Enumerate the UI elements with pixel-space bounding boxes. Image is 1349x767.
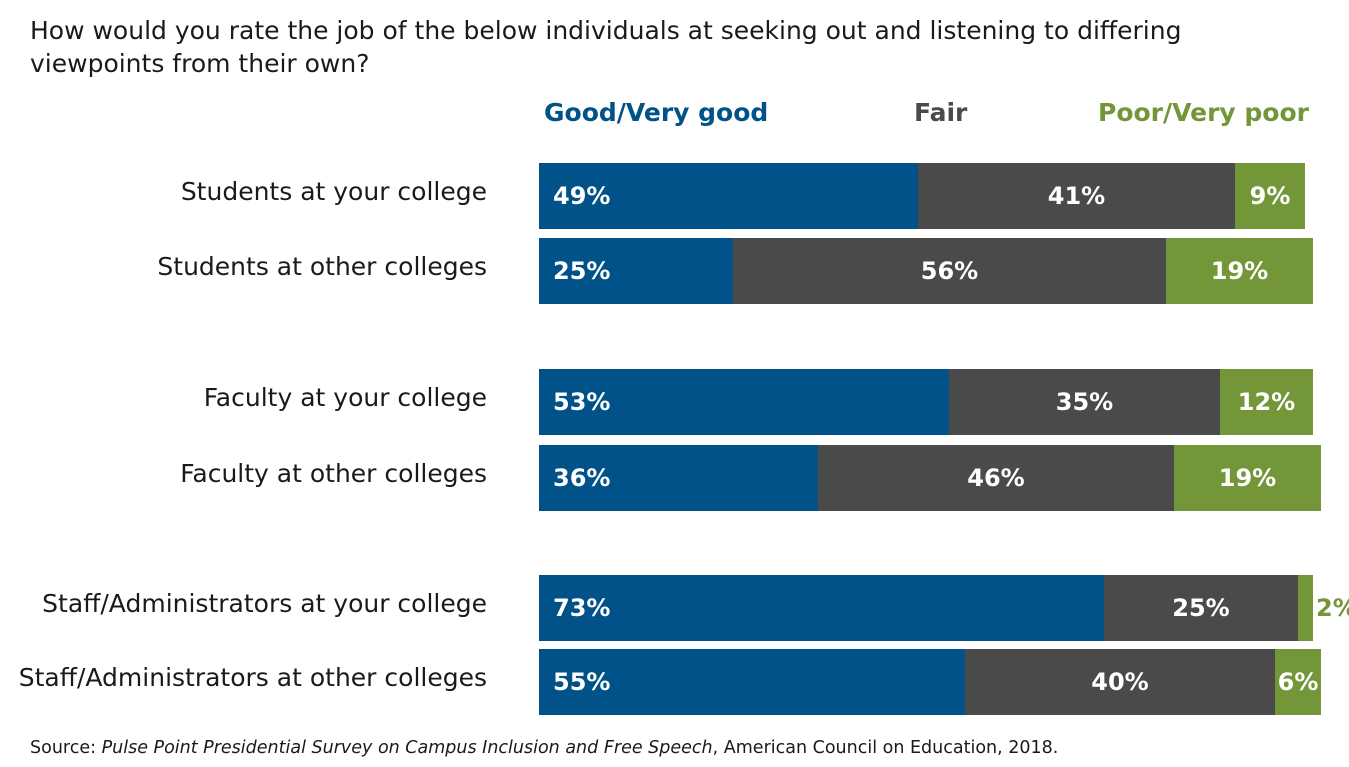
category-label: Students at your college xyxy=(180,177,487,206)
bar-segment-poor xyxy=(1166,238,1313,304)
data-label-fair: 35% xyxy=(1055,388,1114,416)
legend-fair: Fair xyxy=(914,98,968,127)
legend-good-very-good: Good/Very good xyxy=(544,98,769,127)
data-label-poor: 6% xyxy=(1277,668,1319,696)
data-label-good: 55% xyxy=(553,668,611,696)
bar-segment-poor xyxy=(1174,445,1321,511)
bar-segment-fair xyxy=(1104,575,1298,641)
chart-title: How would you rate the job of the below … xyxy=(30,16,1182,78)
legend-poor-very-poor: Poor/Very poor xyxy=(1098,98,1309,127)
bar-segment-poor xyxy=(1235,163,1305,229)
category-label: Students at other colleges xyxy=(157,252,487,281)
source-suffix: , American Council on Education, 2018. xyxy=(712,738,1059,758)
data-label-good: 36% xyxy=(553,464,611,492)
bar-segment-fair xyxy=(733,238,1166,304)
data-label-good: 73% xyxy=(553,594,611,622)
data-label-good: 49% xyxy=(553,182,611,210)
source-title: Pulse Point Presidential Survey on Campu… xyxy=(101,738,713,758)
category-label: Faculty at your college xyxy=(203,383,487,412)
data-label-poor: 2% xyxy=(1316,594,1349,622)
data-label-poor: 12% xyxy=(1237,388,1296,416)
source-note: Source: Pulse Point Presidential Survey … xyxy=(30,738,1058,758)
bar-segment-fair xyxy=(965,649,1275,715)
data-label-poor: 19% xyxy=(1210,257,1269,285)
data-label-fair: 40% xyxy=(1091,668,1149,696)
bar-segment-good xyxy=(539,163,918,229)
data-label-poor: 9% xyxy=(1249,182,1291,210)
bar-segment-fair xyxy=(949,369,1220,435)
bar-segment-good xyxy=(539,649,965,715)
data-label-fair: 41% xyxy=(1047,182,1106,210)
category-label: Staff/Administrators at your college xyxy=(42,589,487,618)
bar-segment-poor xyxy=(1275,649,1321,715)
data-label-good: 53% xyxy=(553,388,611,416)
bar-segment-good xyxy=(539,575,1104,641)
bar-segment-poor xyxy=(1298,575,1313,641)
data-label-good: 25% xyxy=(553,257,611,285)
bar-segment-good xyxy=(539,369,949,435)
data-label-fair: 46% xyxy=(967,464,1025,492)
bar-segment-fair xyxy=(918,163,1235,229)
category-label: Staff/Administrators at other colleges xyxy=(18,663,487,692)
bar-segment-good xyxy=(539,445,818,511)
bar-segment-poor xyxy=(1220,369,1313,435)
source-prefix: Source: xyxy=(30,738,102,758)
data-label-fair: 56% xyxy=(920,257,979,285)
bar-segment-good xyxy=(539,238,733,304)
data-label-poor: 19% xyxy=(1218,464,1277,492)
category-label: Faculty at other colleges xyxy=(180,459,487,488)
bar-segment-fair xyxy=(818,445,1174,511)
data-label-fair: 25% xyxy=(1172,594,1230,622)
